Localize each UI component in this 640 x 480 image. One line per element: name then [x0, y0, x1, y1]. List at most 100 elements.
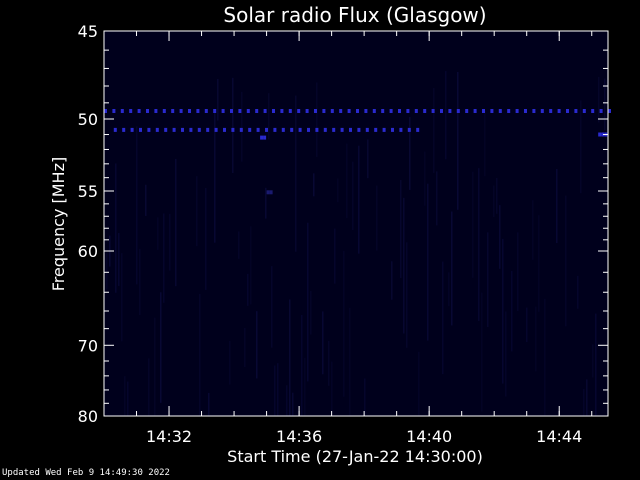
noise-streak: [349, 307, 351, 416]
emission-cell: [356, 109, 359, 113]
noise-streak: [505, 311, 507, 397]
emission-cell: [399, 127, 403, 132]
noise-streak: [265, 187, 267, 219]
emission-cell: [137, 109, 141, 113]
emission-cell: [598, 132, 602, 137]
noise-streak: [418, 351, 420, 416]
emission-cell: [272, 109, 275, 113]
updated-timestamp: Updated Wed Feb 9 14:49:30 2022: [2, 468, 170, 478]
emission-cell: [171, 109, 175, 113]
emission-cell: [122, 127, 126, 132]
emission-band: [266, 190, 273, 195]
noise-streak: [274, 365, 276, 416]
emission-cell: [288, 109, 292, 113]
noise-streak: [493, 185, 495, 218]
noise-streak: [433, 88, 435, 173]
emission-cell: [398, 109, 401, 113]
noise-streak: [583, 388, 585, 416]
noise-streak: [277, 363, 279, 416]
noise-streak: [292, 392, 294, 416]
emission-cell: [423, 109, 427, 113]
noise-streak: [307, 222, 309, 382]
noise-streak: [451, 211, 453, 326]
emission-cell: [273, 127, 277, 132]
emission-cell: [591, 109, 595, 113]
emission-cell: [473, 109, 477, 113]
noise-streak: [199, 293, 201, 416]
emission-cell: [416, 127, 420, 132]
emission-cell: [524, 109, 527, 113]
emission-bands: [104, 109, 611, 195]
y-tick-label: 60: [78, 242, 98, 261]
y-axis-label: Frequency [MHz]: [49, 157, 68, 291]
noise-streak: [403, 197, 405, 334]
noise-streak: [535, 306, 537, 372]
emission-cell: [263, 135, 267, 140]
emission-cell: [298, 127, 302, 132]
noise-streak: [424, 151, 426, 206]
noise-streak: [358, 145, 360, 254]
noise-streak: [148, 358, 150, 416]
emission-cell: [269, 190, 273, 195]
emission-cell: [601, 132, 605, 137]
noise-streak: [406, 242, 408, 348]
noise-streak: [511, 270, 513, 352]
noise-streak: [121, 253, 123, 342]
noise-streak: [136, 126, 138, 285]
noise-streak: [346, 143, 348, 219]
noise-streak: [301, 314, 303, 416]
noise-streak: [196, 176, 198, 247]
emission-cell: [112, 109, 116, 113]
emission-cell: [330, 109, 334, 113]
emission-cell: [406, 109, 410, 113]
emission-cell: [129, 109, 133, 113]
noise-streak: [289, 299, 291, 416]
noise-streak: [115, 163, 117, 293]
emission-cell: [381, 109, 385, 113]
emission-cell: [162, 109, 166, 113]
chart-title: Solar radio Flux (Glasgow): [223, 3, 486, 27]
noise-streak: [532, 200, 534, 260]
noise-streak: [427, 183, 429, 341]
emission-cell: [265, 127, 268, 132]
noise-streak: [229, 340, 231, 385]
noise-streak: [163, 213, 165, 303]
noise-streak: [106, 253, 108, 290]
emission-cell: [238, 109, 242, 113]
noise-streak: [154, 317, 156, 416]
noise-streak: [328, 340, 330, 386]
noise-streak: [367, 139, 369, 179]
emission-cell: [574, 109, 578, 113]
emission-cell: [456, 109, 460, 113]
emission-cell: [357, 127, 361, 132]
noise-streak: [487, 232, 489, 327]
axis-ticks: [103, 30, 608, 417]
noise-streak: [145, 184, 147, 216]
noise-streak: [247, 273, 249, 306]
emission-cell: [566, 109, 569, 113]
noise-streak: [481, 292, 483, 412]
noise-streak: [445, 71, 447, 160]
x-tick-label: 14:32: [146, 427, 192, 446]
noise-streak: [205, 187, 207, 290]
noise-streak: [376, 185, 378, 251]
emission-cell: [248, 127, 252, 132]
emission-cell: [130, 127, 134, 132]
emission-cell: [214, 127, 218, 132]
noise-streak: [391, 261, 393, 300]
emission-cell: [431, 109, 435, 113]
emission-cell: [365, 127, 369, 132]
noise-streak: [448, 272, 450, 307]
emission-cell: [297, 109, 301, 113]
emission-cell: [340, 127, 344, 132]
emission-cell: [164, 127, 168, 132]
emission-cell: [532, 109, 536, 113]
emission-cell: [349, 127, 352, 132]
noise-streak: [124, 376, 126, 416]
emission-cell: [347, 109, 351, 113]
noise-streak: [499, 205, 501, 269]
emission-cell: [181, 127, 184, 132]
emission-cell: [196, 109, 200, 113]
emission-cell: [540, 109, 544, 113]
